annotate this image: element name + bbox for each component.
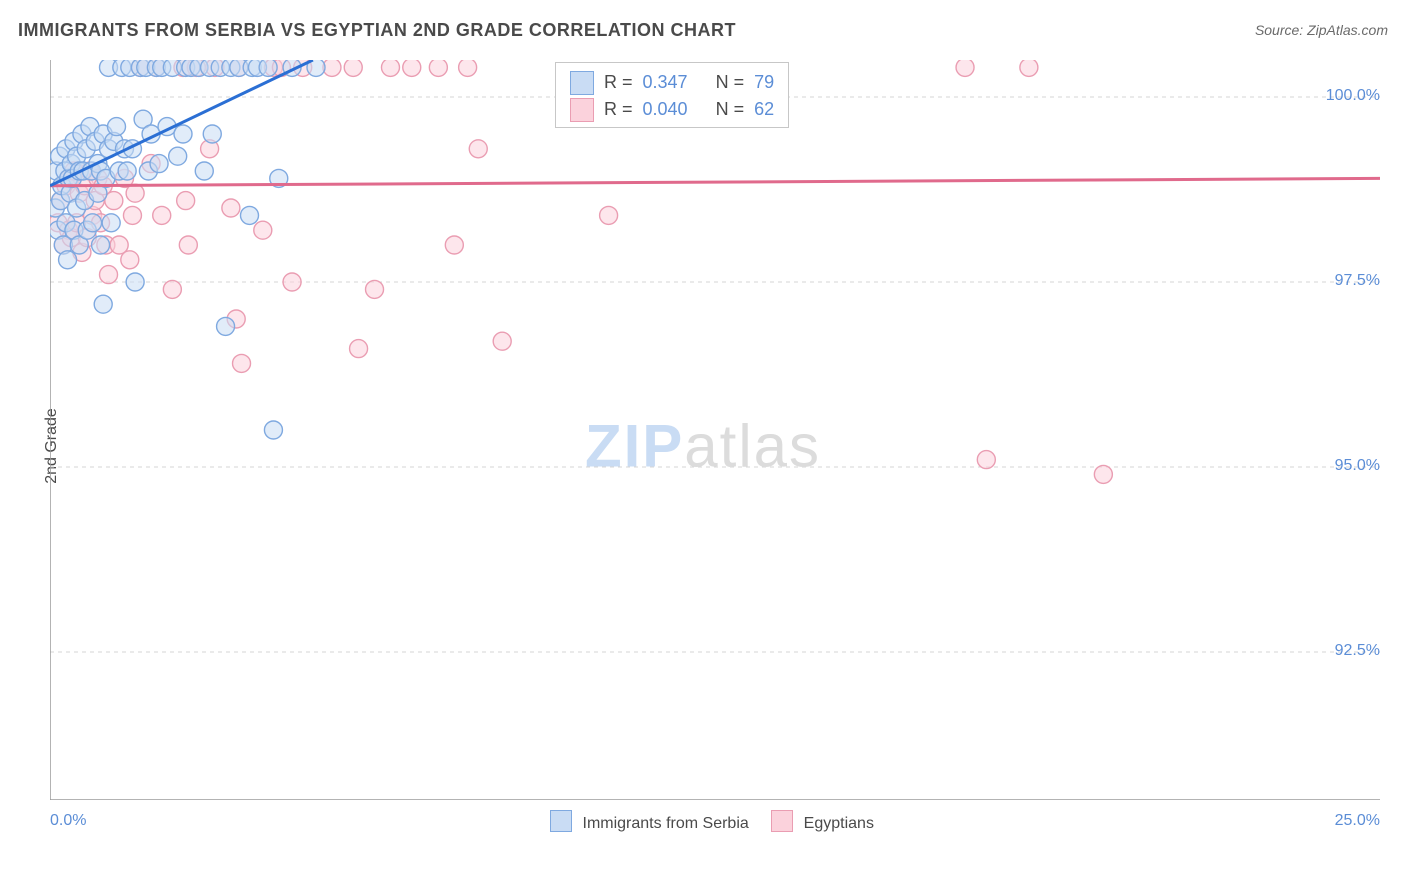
swatch-blue-icon [570, 71, 594, 95]
legend-label-blue: Immigrants from Serbia [583, 815, 749, 832]
r-value-pink: 0.040 [643, 96, 688, 123]
legend-label-pink: Egyptians [804, 815, 874, 832]
source-attribution: Source: ZipAtlas.com [1255, 22, 1388, 38]
series-legend: Immigrants from Serbia Egyptians [0, 810, 1406, 833]
y-tick-label: 97.5% [1335, 272, 1380, 290]
scatter-plot [50, 60, 1380, 800]
y-tick-label: 95.0% [1335, 457, 1380, 475]
legend-swatch-pink-icon [771, 810, 793, 832]
n-label: N = [716, 69, 745, 96]
n-label: N = [716, 96, 745, 123]
plot-svg [50, 60, 1380, 800]
legend-swatch-blue-icon [550, 810, 572, 832]
n-value-pink: 62 [754, 96, 774, 123]
y-tick-label: 100.0% [1326, 87, 1380, 105]
y-tick-label: 92.5% [1335, 642, 1380, 660]
swatch-pink-icon [570, 98, 594, 122]
n-value-blue: 79 [754, 69, 774, 96]
chart-title: IMMIGRANTS FROM SERBIA VS EGYPTIAN 2ND G… [18, 20, 736, 41]
r-label: R = [604, 96, 633, 123]
stats-row-pink: R = 0.040 N = 62 [570, 96, 774, 123]
r-value-blue: 0.347 [643, 69, 688, 96]
r-label: R = [604, 69, 633, 96]
stats-legend: R = 0.347 N = 79 R = 0.040 N = 62 [555, 62, 789, 128]
stats-row-blue: R = 0.347 N = 79 [570, 69, 774, 96]
